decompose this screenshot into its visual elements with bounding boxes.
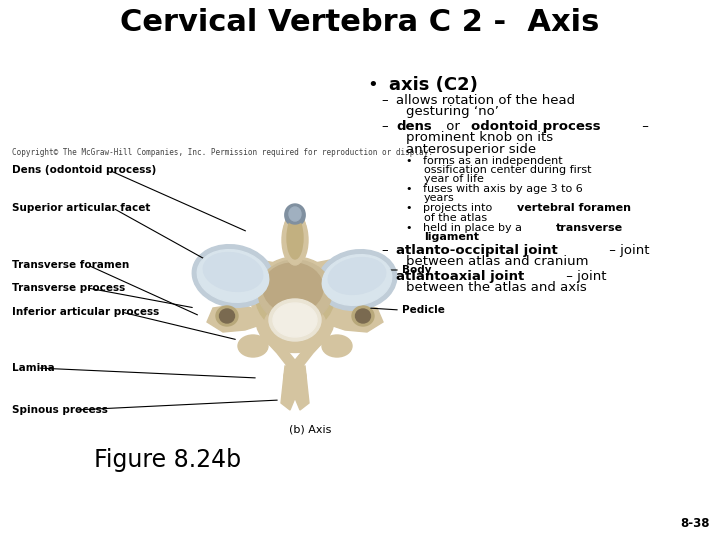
Text: •: • [368, 76, 384, 94]
Text: ossification center during first: ossification center during first [424, 165, 592, 175]
Text: forms as an independent: forms as an independent [423, 156, 563, 166]
Text: –: – [382, 270, 393, 283]
Text: Dens (odontoid process): Dens (odontoid process) [12, 165, 156, 175]
Text: between atlas and cranium: between atlas and cranium [406, 255, 588, 268]
Ellipse shape [352, 306, 374, 326]
Ellipse shape [287, 217, 303, 259]
Polygon shape [207, 304, 257, 332]
Text: –: – [382, 94, 393, 107]
Ellipse shape [322, 335, 352, 357]
Ellipse shape [289, 207, 301, 221]
Text: –: – [382, 120, 393, 133]
Text: vertebral foramen: vertebral foramen [517, 204, 631, 213]
Text: Body: Body [402, 265, 431, 275]
Text: between the atlas and axis: between the atlas and axis [406, 281, 587, 294]
Text: Lamina: Lamina [12, 363, 55, 373]
Text: atlantoaxial joint: atlantoaxial joint [396, 270, 524, 283]
Ellipse shape [308, 312, 326, 340]
Text: or: or [442, 120, 464, 133]
Polygon shape [281, 366, 309, 410]
Text: years: years [424, 193, 455, 204]
Polygon shape [333, 304, 383, 332]
Text: –: – [638, 120, 649, 133]
Text: Figure 8.24b: Figure 8.24b [94, 448, 242, 472]
Ellipse shape [203, 253, 263, 292]
Ellipse shape [256, 287, 334, 353]
Text: held in place by a: held in place by a [423, 222, 526, 233]
Ellipse shape [282, 214, 308, 266]
Ellipse shape [328, 258, 386, 294]
Text: anterosuperior side: anterosuperior side [406, 143, 536, 156]
Text: projects into: projects into [423, 204, 496, 213]
Ellipse shape [283, 211, 307, 265]
Ellipse shape [251, 258, 339, 338]
Polygon shape [287, 336, 325, 376]
Text: •: • [406, 222, 420, 233]
Polygon shape [243, 260, 275, 303]
Ellipse shape [220, 309, 235, 323]
Text: Superior articular facet: Superior articular facet [12, 203, 150, 213]
Text: – joint: – joint [562, 270, 606, 283]
Text: of the atlas: of the atlas [424, 213, 487, 222]
Text: odontoid process: odontoid process [471, 120, 600, 133]
Ellipse shape [285, 204, 305, 224]
Text: year of life: year of life [424, 174, 484, 184]
Ellipse shape [258, 260, 332, 324]
Ellipse shape [256, 264, 334, 332]
Ellipse shape [197, 249, 269, 302]
Text: atlanto-occipital joint: atlanto-occipital joint [396, 244, 558, 257]
Text: axis (C2): axis (C2) [390, 76, 478, 94]
Ellipse shape [216, 306, 238, 326]
Text: ligament: ligament [424, 232, 479, 242]
Ellipse shape [284, 368, 306, 384]
Ellipse shape [273, 303, 317, 337]
Text: Spinous process: Spinous process [12, 405, 108, 415]
Ellipse shape [318, 249, 397, 310]
Text: gesturing ‘no’: gesturing ‘no’ [406, 105, 499, 118]
Text: dens: dens [396, 120, 432, 133]
Ellipse shape [238, 335, 268, 357]
Ellipse shape [285, 218, 305, 262]
Ellipse shape [323, 255, 392, 305]
Text: transverse: transverse [556, 222, 623, 233]
Ellipse shape [264, 312, 282, 340]
Text: prominent knob on its: prominent knob on its [406, 131, 553, 144]
Ellipse shape [288, 209, 302, 223]
Polygon shape [315, 260, 347, 303]
Text: Pedicle: Pedicle [402, 305, 445, 315]
Ellipse shape [285, 206, 305, 226]
Polygon shape [265, 336, 303, 376]
Text: – joint: – joint [605, 244, 649, 257]
Text: •: • [406, 156, 420, 166]
Ellipse shape [356, 309, 371, 323]
Text: 8-38: 8-38 [680, 517, 710, 530]
Text: fuses with axis by age 3 to 6: fuses with axis by age 3 to 6 [423, 184, 583, 194]
Text: •: • [406, 204, 420, 213]
Text: Inferior articular process: Inferior articular process [12, 307, 159, 317]
Text: –: – [382, 244, 393, 257]
Text: Transverse foramen: Transverse foramen [12, 260, 130, 270]
Text: allows rotation of the head: allows rotation of the head [396, 94, 575, 107]
Text: (b) Axis: (b) Axis [289, 424, 331, 434]
Text: Copyright© The McGraw-Hill Companies, Inc. Permission required for reproduction : Copyright© The McGraw-Hill Companies, In… [12, 148, 433, 157]
Ellipse shape [269, 299, 321, 341]
Ellipse shape [192, 245, 274, 307]
Ellipse shape [263, 263, 323, 313]
Ellipse shape [252, 257, 338, 335]
Text: •: • [406, 184, 420, 194]
Text: Cervical Vertebra C 2 -  Axis: Cervical Vertebra C 2 - Axis [120, 8, 600, 37]
Text: Transverse process: Transverse process [12, 283, 125, 293]
